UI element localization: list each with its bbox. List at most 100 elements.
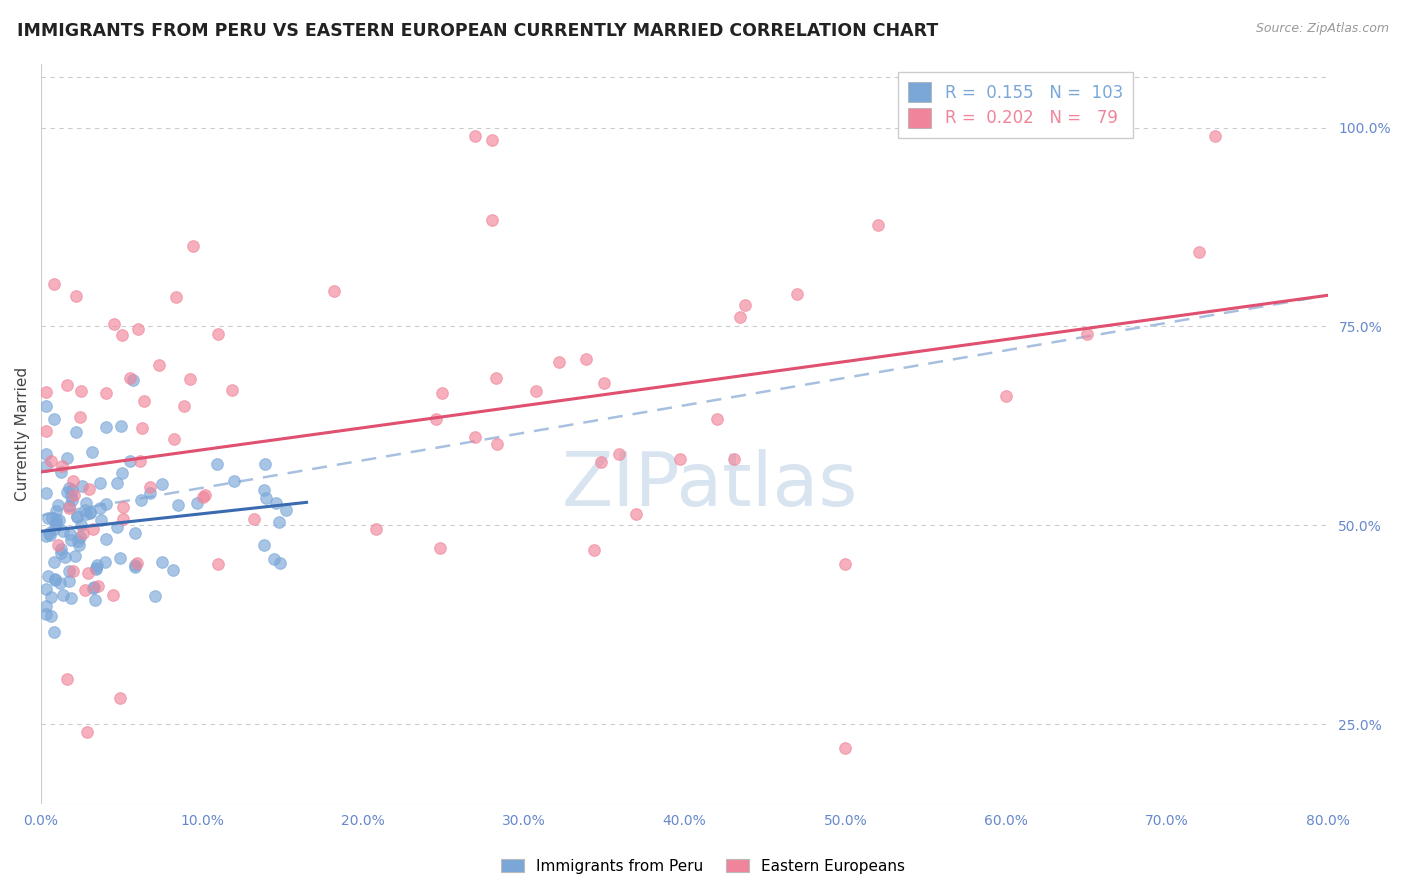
Point (127, 556, 149, 570)
Legend: R =  0.155   N =  103, R =  0.202   N =   79: R = 0.155 N = 103, R = 0.202 N = 79 (898, 72, 1133, 137)
Legend: Immigrants from Peru, Eastern Europeans: Immigrants from Peru, Eastern Europeans (495, 853, 911, 880)
Point (124, 526, 146, 541)
Point (90, 513, 112, 527)
Point (253, 458, 276, 472)
Point (65, 289, 87, 303)
Point (35, 528, 58, 542)
Point (49, 546, 72, 560)
Point (103, 318, 125, 332)
Point (186, 496, 208, 510)
Point (430, 386, 453, 401)
Point (39, 527, 62, 541)
Point (59, 527, 82, 541)
Point (35, 447, 58, 461)
Point (111, 328, 134, 343)
Point (53, 549, 76, 564)
Point (207, 557, 229, 571)
Point (866, 218, 889, 232)
Point (83, 580, 105, 594)
Point (62, 492, 84, 507)
Point (59, 489, 82, 503)
Point (58, 482, 80, 496)
Point (83, 592, 105, 607)
Point (264, 496, 287, 510)
Point (44, 573, 66, 587)
Point (129, 454, 152, 468)
Point (66, 510, 89, 524)
Point (834, 558, 856, 572)
Point (79, 505, 101, 519)
Point (548, 354, 571, 368)
Point (35, 599, 58, 614)
Point (45, 512, 67, 526)
Text: IMMIGRANTS FROM PERU VS EASTERN EUROPEAN CURRENTLY MARRIED CORRELATION CHART: IMMIGRANTS FROM PERU VS EASTERN EUROPEAN… (17, 22, 938, 40)
Point (62, 564, 84, 578)
Point (35, 486, 58, 500)
Point (150, 477, 173, 491)
Point (46, 498, 69, 512)
Point (35, 400, 58, 414)
Point (429, 541, 451, 555)
Point (162, 432, 184, 446)
Point (76, 724, 98, 739)
Point (45, 516, 67, 531)
Point (69, 384, 91, 399)
Point (41, 510, 63, 524)
Point (120, 370, 142, 384)
Point (51, 458, 73, 473)
Point (139, 486, 162, 500)
Point (52, 524, 75, 538)
Point (94, 496, 117, 510)
Point (60, 483, 83, 497)
Point (56, 378, 79, 392)
Point (41, 609, 63, 624)
Point (112, 500, 135, 514)
Point (481, 213, 503, 227)
Point (108, 551, 131, 566)
Point (834, 740, 856, 755)
Point (42, 624, 65, 639)
Point (56, 451, 79, 466)
Point (132, 394, 155, 409)
Point (786, 287, 808, 301)
Point (55, 484, 77, 499)
Point (58, 564, 80, 578)
Point (582, 542, 605, 557)
Point (69, 530, 91, 544)
Point (72, 525, 94, 540)
Point (706, 412, 728, 426)
Point (44, 573, 66, 587)
Point (52, 588, 75, 602)
Point (269, 515, 291, 529)
Point (253, 538, 276, 552)
Point (75, 496, 97, 510)
Point (162, 563, 184, 577)
Point (575, 352, 598, 367)
Point (191, 490, 214, 504)
Point (127, 322, 149, 336)
Point (56, 673, 79, 687)
Point (49, 466, 72, 480)
Point (42, 412, 65, 426)
Point (734, 298, 756, 312)
Point (94, 555, 117, 569)
Point (1204, 128, 1226, 143)
Point (607, 447, 630, 461)
Point (60, 533, 83, 547)
Point (77, 482, 100, 496)
Point (995, 389, 1018, 403)
Point (39, 590, 62, 604)
Point (150, 555, 173, 569)
Point (82, 522, 104, 536)
Point (124, 558, 146, 572)
Point (75, 508, 97, 522)
Point (94, 532, 117, 546)
Point (84, 562, 107, 576)
Point (76, 566, 98, 580)
Point (66, 509, 89, 524)
Point (464, 128, 486, 143)
Point (48, 576, 70, 591)
Point (723, 452, 745, 467)
Point (35, 424, 58, 438)
Point (485, 370, 508, 384)
